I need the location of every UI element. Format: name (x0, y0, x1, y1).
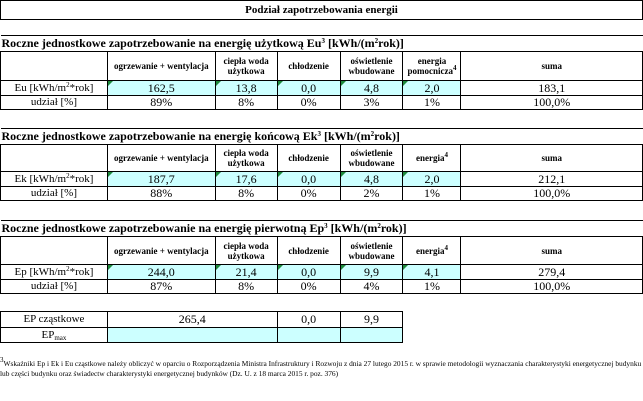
section-heading-primary: Roczne jednostkowe zapotrzebowanie na en… (0, 220, 643, 237)
value-cell[interactable]: 9,9 (339, 264, 404, 280)
section-heading-final: Roczne jednostkowe zapotrzebowanie na en… (0, 128, 643, 145)
share-cell: 4% (339, 279, 404, 294)
value-cell[interactable]: 162,5 (106, 80, 216, 96)
spacer-row (1, 201, 643, 221)
header-cooling: chłodzenie (276, 51, 341, 81)
empty-cell (403, 328, 643, 343)
header-empty (0, 51, 108, 81)
ep-partial-label: EP cząstkowe (0, 311, 108, 328)
spacer-row (1, 20, 643, 36)
value-cell[interactable]: 0,0 (276, 80, 341, 96)
value-cell[interactable]: 4,8 (339, 171, 404, 187)
value-cell[interactable]: 187,7 (106, 171, 216, 187)
row-label-ep: Ep [kWh/m2*rok] (0, 264, 108, 280)
sum-cell: 212,1 (460, 171, 643, 187)
row-label-eu: Eu [kWh/m2*rok] (0, 80, 108, 96)
header-energy: energia4 (402, 236, 462, 265)
energy-demand-table: Podział zapotrzebowania energii Roczne j… (0, 0, 643, 343)
value-cell[interactable]: 0,0 (276, 171, 341, 187)
empty-cell (403, 312, 643, 328)
row-label-share: udział [%] (0, 186, 108, 201)
header-dhw: ciepła woda użytkowa (214, 51, 278, 81)
share-cell: 0% (276, 279, 341, 294)
ep-partial-cooling: 0,0 (276, 311, 341, 328)
share-cell: 0% (276, 95, 341, 110)
header-dhw: ciepła woda użytkowa (214, 236, 278, 265)
row-label-ek: Ek [kWh/m2*rok] (0, 171, 108, 187)
ep-max-label: EPmax (0, 327, 108, 343)
value-cell[interactable]: 13,8 (214, 80, 278, 96)
value-cell[interactable]: 21,4 (214, 264, 278, 280)
share-cell: 2% (339, 186, 404, 201)
ep-max-cooling-input[interactable] (276, 327, 341, 343)
header-heating: ogrzewanie + wentylacja (106, 51, 216, 81)
share-cell: 8% (214, 95, 278, 110)
ep-max-heating-dhw-input[interactable] (106, 327, 278, 343)
share-cell: 1% (402, 95, 462, 110)
share-sum-cell: 100,0% (460, 95, 643, 110)
sum-cell: 279,4 (460, 264, 643, 280)
section-heading-usable: Roczne jednostkowe zapotrzebowanie na en… (0, 35, 643, 52)
value-cell[interactable]: 244,0 (106, 264, 216, 280)
header-empty (0, 144, 108, 172)
value-cell[interactable]: 2,0 (402, 80, 462, 96)
share-cell: 87% (106, 279, 216, 294)
header-lighting: oświetlenie wbudowane (339, 236, 404, 265)
share-cell: 1% (402, 186, 462, 201)
header-lighting: oświetlenie wbudowane (339, 51, 404, 81)
header-lighting: oświetlenie wbudowane (339, 144, 404, 172)
value-cell[interactable]: 2,0 (402, 171, 462, 187)
share-sum-cell: 100,0% (460, 186, 643, 201)
share-cell: 89% (106, 95, 216, 110)
value-cell[interactable]: 4,8 (339, 80, 404, 96)
share-cell: 88% (106, 186, 216, 201)
header-empty (0, 236, 108, 265)
header-sum: suma (460, 51, 643, 81)
ep-partial-lighting: 9,9 (339, 311, 404, 328)
header-cooling: chłodzenie (276, 236, 341, 265)
spacer-row (1, 294, 643, 312)
row-label-share: udział [%] (0, 279, 108, 294)
header-dhw: ciepła woda użytkowa (214, 144, 278, 172)
header-sum: suma (460, 236, 643, 265)
sum-cell: 183,1 (460, 80, 643, 96)
value-cell[interactable]: 4,1 (402, 264, 462, 280)
share-cell: 8% (214, 186, 278, 201)
value-cell[interactable]: 0,0 (276, 264, 341, 280)
value-cell[interactable]: 17,6 (214, 171, 278, 187)
spacer-row (1, 110, 643, 129)
header-energy: energia4 (402, 144, 462, 172)
share-cell: 1% (402, 279, 462, 294)
row-label-share: udział [%] (0, 95, 108, 110)
header-cooling: chłodzenie (276, 144, 341, 172)
share-cell: 0% (276, 186, 341, 201)
header-sum: suma (460, 144, 643, 172)
ep-max-lighting-input[interactable] (339, 327, 404, 343)
share-cell: 8% (214, 279, 278, 294)
ep-partial-heating-dhw: 265,4 (106, 311, 278, 328)
share-cell: 3% (339, 95, 404, 110)
sheet-title: Podział zapotrzebowania energii (0, 0, 643, 20)
header-auxiliary: energia pomocnicza4 (402, 51, 462, 81)
footnote: 3Wskaźniki Ep i Ek i Eu cząstkowe należy… (0, 356, 642, 379)
share-sum-cell: 100,0% (460, 279, 643, 294)
header-heating: ogrzewanie + wentylacja (106, 236, 216, 265)
header-heating: ogrzewanie + wentylacja (106, 144, 216, 172)
